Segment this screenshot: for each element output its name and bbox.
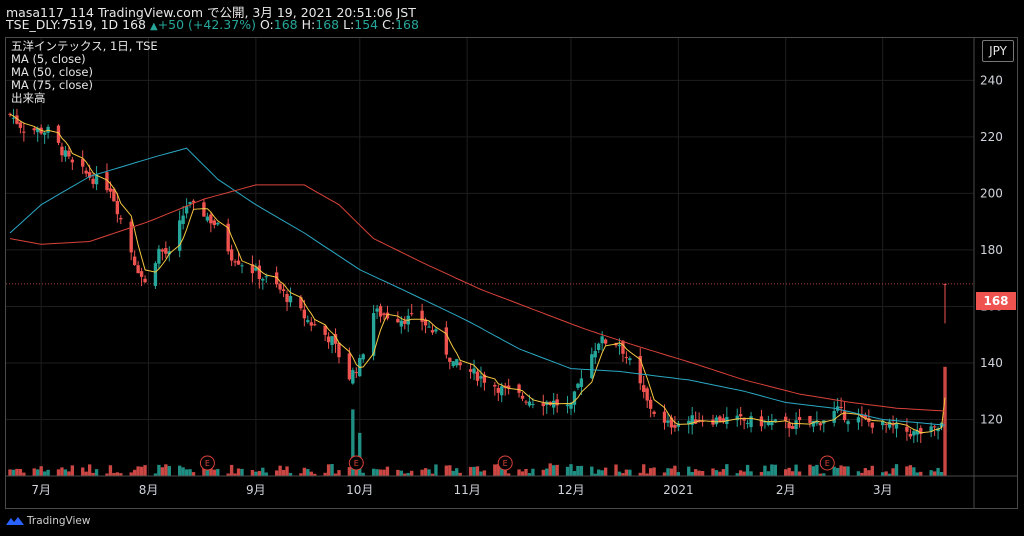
change-value: +50 (+42.37%) [157,17,256,32]
tradingview-logo-icon [6,516,24,525]
tradingview-logo[interactable]: TradingView [6,515,90,527]
publish-info: masa117_114 TradingView.com で公開, 3月 19, … [6,5,416,20]
close-label: C: [382,17,396,32]
legend-ma5: MA (5, close) [11,52,86,66]
low-label: L: [343,17,355,32]
last-price-label: 168 [976,292,1016,310]
open-value: 168 [273,17,298,32]
footer [0,511,1024,536]
chart-header: masa117_114 TradingView.com で公開, 3月 19, … [0,0,1024,34]
open-label: O: [259,17,274,32]
high-label: H: [301,17,316,32]
chart-legend: 五洋インテックス, 1日, TSE MA (5, close) MA (50, … [11,40,158,105]
low-value: 154 [354,17,379,32]
legend-ma50: MA (50, close) [11,65,93,79]
chart-frame [5,37,1018,509]
close-value: 168 [395,17,419,32]
symbol-label: TSE_DLY:7519, 1D 168 [6,17,147,32]
legend-ma75: MA (75, close) [11,78,93,92]
up-arrow-icon: ▲ [150,21,158,32]
tradingview-logo-text: TradingView [27,515,91,527]
currency-button[interactable]: JPY [982,40,1014,62]
legend-volume: 出来高 [11,91,46,105]
symbol-ohlc-line: TSE_DLY:7519, 1D 168 ▲+50 (+42.37%) O:16… [6,17,419,32]
legend-symbol-title: 五洋インテックス, 1日, TSE [11,39,158,53]
high-value: 168 [315,17,340,32]
